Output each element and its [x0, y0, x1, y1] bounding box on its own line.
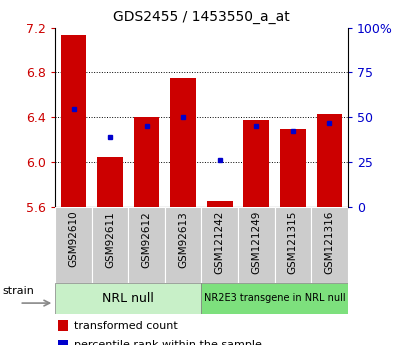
Bar [92, 207, 128, 283]
Text: GSM92613: GSM92613 [178, 211, 188, 267]
Bar [165, 207, 201, 283]
Bar [58, 339, 68, 345]
Bar [316, 114, 342, 207]
Bar [238, 207, 275, 283]
Bar [201, 283, 348, 314]
Bar [275, 207, 311, 283]
Bar [170, 78, 196, 207]
Bar [97, 157, 123, 207]
Text: strain: strain [3, 286, 35, 296]
Bar [55, 207, 92, 283]
Text: GSM92611: GSM92611 [105, 211, 115, 267]
Bar [243, 119, 269, 207]
Text: NRL null: NRL null [102, 292, 154, 305]
Bar [201, 207, 238, 283]
Bar [280, 128, 306, 207]
Text: GSM121249: GSM121249 [251, 211, 261, 274]
Text: GSM121316: GSM121316 [324, 211, 334, 274]
Bar [207, 201, 233, 207]
Text: GSM92612: GSM92612 [142, 211, 152, 267]
Text: NR2E3 transgene in NRL null: NR2E3 transgene in NRL null [204, 294, 345, 303]
Text: transformed count: transformed count [74, 321, 178, 331]
Bar [58, 320, 68, 331]
Bar [128, 207, 165, 283]
Bar [61, 36, 87, 207]
Bar [55, 283, 201, 314]
Bar [311, 207, 348, 283]
Text: GSM121315: GSM121315 [288, 211, 298, 274]
Text: GSM121242: GSM121242 [215, 211, 225, 274]
Title: GDS2455 / 1453550_a_at: GDS2455 / 1453550_a_at [113, 10, 290, 24]
Text: GSM92610: GSM92610 [69, 211, 79, 267]
Text: percentile rank within the sample: percentile rank within the sample [74, 341, 262, 345]
Bar [134, 117, 160, 207]
